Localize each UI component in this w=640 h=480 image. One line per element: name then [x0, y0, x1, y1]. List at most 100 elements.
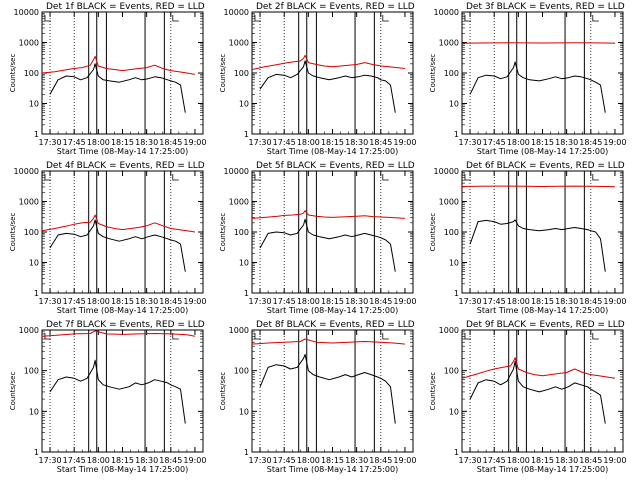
y-tick-label: 100 — [234, 228, 249, 237]
x-tick-label: 18:45 — [369, 138, 392, 147]
y-tick-label: 10 — [29, 100, 39, 109]
chart-title: Det 2f BLACK = Events, RED = LLD — [256, 2, 415, 12]
x-tick-label: 19:00 — [393, 297, 416, 306]
chart-title: Det 3f BLACK = Events, RED = LLD — [466, 2, 625, 12]
bracket-mark — [464, 174, 471, 181]
chart-panel-7: Det 7f BLACK = Events, RED = LLD 1 10 100 10… — [9, 320, 206, 474]
series-line-events — [259, 218, 396, 272]
x-tick-label: 18:00 — [297, 138, 320, 147]
y-tick-label: 100 — [24, 228, 39, 237]
bracket-mark — [44, 333, 51, 340]
chart-title: Det 9f BLACK = Events, RED = LLD — [466, 320, 625, 330]
y-tick-label: 1000 — [229, 198, 249, 207]
y-tick-label: 1000 — [229, 326, 249, 335]
x-tick-label: 19:00 — [603, 456, 626, 465]
y-tick-label: 1000 — [19, 326, 39, 335]
x-tick-label: 18:30 — [135, 138, 158, 147]
y-tick-label: 1000 — [439, 326, 459, 335]
x-tick-label: 18:00 — [507, 456, 530, 465]
series-line-events — [259, 354, 396, 424]
x-tick-label: 18:30 — [345, 138, 368, 147]
x-tick-label: 19:00 — [393, 138, 416, 147]
x-tick-label: 18:45 — [369, 297, 392, 306]
plot-frame — [251, 329, 414, 453]
x-axis-label: Start Time (08-May-14 17:25:00) — [477, 306, 608, 315]
y-tick-label: 100 — [234, 69, 249, 78]
x-axis-label: Start Time (08-May-14 17:25:00) — [477, 465, 608, 474]
bracket-mark — [254, 15, 261, 22]
y-axis-label: Counts/sec — [429, 54, 437, 93]
x-tick-label: 17:30 — [249, 456, 272, 465]
y-tick-label: 10 — [449, 407, 459, 416]
y-tick-label: 100 — [24, 69, 39, 78]
x-tick-label: 18:30 — [555, 456, 578, 465]
y-tick-label: 1 — [454, 448, 459, 457]
bracket-mark — [592, 174, 599, 181]
x-tick-label: 18:15 — [321, 138, 344, 147]
y-axis-label: Counts/sec — [429, 213, 437, 252]
x-tick-label: 18:30 — [135, 297, 158, 306]
plot-frame — [461, 11, 624, 135]
series-line-lld — [41, 214, 195, 233]
x-tick-label: 18:00 — [87, 456, 110, 465]
y-tick-label: 10000 — [14, 8, 39, 17]
bracket-mark — [464, 333, 471, 340]
y-tick-label: 10 — [449, 100, 459, 109]
bracket-mark — [254, 333, 261, 340]
x-tick-label: 18:00 — [297, 456, 320, 465]
x-tick-label: 17:30 — [249, 138, 272, 147]
x-tick-label: 18:15 — [531, 297, 554, 306]
x-axis-label: Start Time (08-May-14 17:25:00) — [267, 147, 398, 156]
x-tick-label: 18:30 — [345, 297, 368, 306]
y-axis-label: Counts/sec — [429, 372, 437, 411]
series-line-events — [49, 219, 186, 272]
x-tick-label: 17:30 — [249, 297, 272, 306]
x-tick-label: 19:00 — [603, 297, 626, 306]
x-tick-label: 17:45 — [273, 297, 296, 306]
plot-frame — [41, 170, 204, 294]
y-tick-label: 10000 — [14, 167, 39, 176]
chart-title: Det 8f BLACK = Events, RED = LLD — [256, 320, 415, 330]
y-axis-label: Counts/sec — [9, 213, 17, 252]
bracket-mark — [44, 15, 51, 22]
x-tick-label: 17:30 — [459, 297, 482, 306]
bracket-mark — [172, 15, 179, 22]
chart-title: Det 1f BLACK = Events, RED = LLD — [46, 2, 205, 12]
chart-panel-8: Det 8f BLACK = Events, RED = LLD 1 10 100 10… — [219, 320, 416, 474]
x-tick-label: 18:45 — [369, 456, 392, 465]
chart-title: Det 6f BLACK = Events, RED = LLD — [466, 161, 625, 171]
x-tick-label: 18:30 — [345, 456, 368, 465]
bracket-mark — [44, 174, 51, 181]
x-axis-label: Start Time (08-May-14 17:25:00) — [57, 306, 188, 315]
x-tick-label: 18:00 — [87, 297, 110, 306]
y-axis-label: Counts/sec — [219, 372, 227, 411]
series-line-lld — [461, 185, 616, 188]
y-tick-label: 1 — [454, 130, 459, 139]
x-tick-label: 18:45 — [579, 456, 602, 465]
y-tick-label: 10000 — [224, 167, 249, 176]
y-tick-label: 1 — [244, 130, 249, 139]
x-tick-label: 17:45 — [483, 297, 506, 306]
bracket-mark — [172, 174, 179, 181]
y-tick-label: 100 — [24, 367, 39, 376]
x-tick-label: 17:45 — [63, 297, 86, 306]
plot-frame — [41, 11, 204, 135]
series-line-events — [49, 359, 186, 424]
y-tick-label: 10000 — [224, 8, 249, 17]
x-tick-label: 17:45 — [483, 138, 506, 147]
x-axis-label: Start Time (08-May-14 17:25:00) — [267, 465, 398, 474]
x-tick-label: 18:30 — [555, 138, 578, 147]
bracket-mark — [382, 15, 389, 22]
y-axis-label: Counts/sec — [9, 372, 17, 411]
series-line-lld — [41, 330, 195, 337]
x-tick-label: 17:30 — [39, 456, 62, 465]
y-tick-label: 10 — [29, 407, 39, 416]
y-tick-label: 1000 — [439, 198, 459, 207]
y-tick-label: 1000 — [19, 39, 39, 48]
x-tick-label: 17:30 — [459, 456, 482, 465]
bracket-mark — [254, 174, 261, 181]
x-tick-label: 19:00 — [393, 456, 416, 465]
x-tick-label: 18:15 — [531, 456, 554, 465]
y-tick-label: 1 — [34, 130, 39, 139]
